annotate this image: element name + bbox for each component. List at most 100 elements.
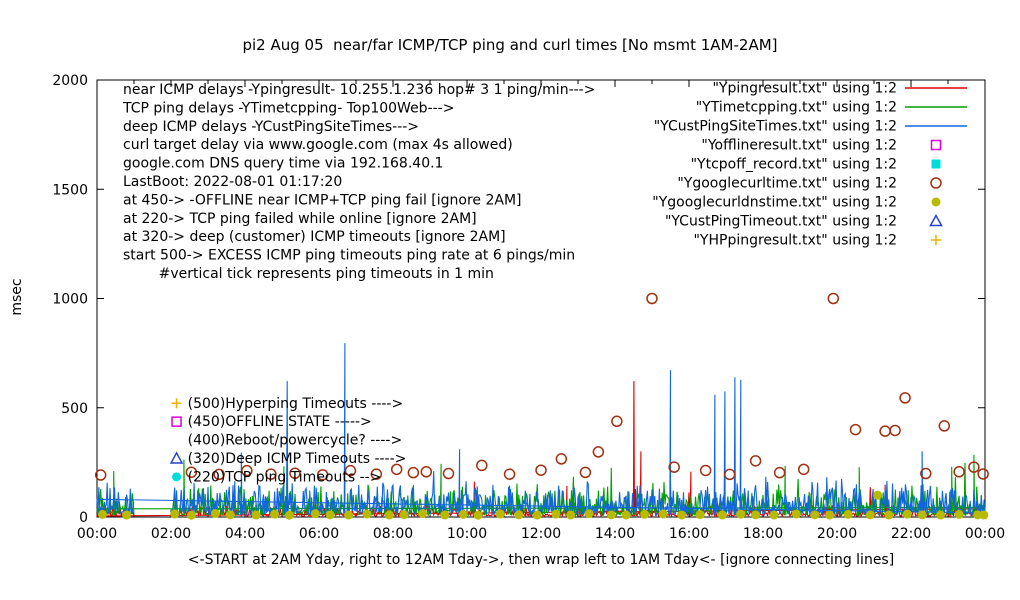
y-tick-label: 1000 [52,292,88,308]
note-line: at 320-> deep (customer) ICMP timeouts [… [123,229,506,245]
circle-open-marker [579,466,592,479]
circle-filled-marker [270,509,280,519]
circle-filled-marker [973,510,983,520]
circle-filled-marker [384,510,394,520]
circle-filled-marker [251,510,261,520]
circle-filled-marker [751,510,761,520]
circle-open-marker [646,292,658,305]
callout-label: (220)TCP ping Timeouts --> [188,469,382,485]
square-filled-marker [931,159,941,169]
circle-filled-marker [621,510,631,520]
circle-filled-marker [825,510,835,520]
circle-filled-marker [399,510,409,520]
plus-marker [171,398,182,409]
circle-filled-marker [284,510,294,520]
legend-label: "YCustPingSiteTimes.txt" using 1:2 [654,119,897,135]
circle-open-marker [476,459,488,472]
callout-label: (450)OFFLINE STATE -----> [188,414,372,430]
circle-filled-marker [584,509,594,519]
legend-label: "Yofflineresult.txt" using 1:2 [701,138,897,154]
circle-filled-marker [884,510,894,520]
circle-open-marker [213,468,225,481]
y-tick-label: 500 [61,401,88,417]
note-line: #vertical tick represents ping timeouts … [123,266,494,282]
y-tick-label: 1500 [52,182,88,198]
circle-filled-marker [658,509,668,519]
circle-open-marker [699,464,712,477]
circle-filled-marker [917,510,927,520]
legend-label: "YCustPingTimeout.txt" using 1:2 [665,214,897,230]
circle-filled-marker [440,510,450,520]
x-tick-label: 02:00 [151,526,191,542]
note-line: start 500-> EXCESS ICMP ping timeouts pi… [123,248,575,264]
legend-label: "YHPpingresult.txt" using 1:2 [693,233,897,249]
circle-filled-marker [873,490,883,500]
x-tick-label: 14:00 [595,526,635,542]
circle-open-marker [407,466,420,479]
circle-filled-marker [170,509,180,519]
legend-label: "YTimetcpping.txt" using 1:2 [696,100,897,116]
circle-filled-marker [769,510,779,520]
circle-filled-marker [514,510,524,520]
circle-filled-marker [843,509,853,519]
circle-open-marker [316,469,329,481]
circle-open-marker [723,468,736,481]
note-line: at 450-> -OFFLINE near ICMP+TCP ping fai… [123,192,522,208]
circle-filled-marker [495,509,505,519]
circle-filled-marker [473,510,483,520]
legend-label: "Ytcpoff_record.txt" using 1:2 [691,157,897,173]
circle-open-marker [827,292,840,305]
note-line: at 220-> TCP ping failed while online [i… [123,211,477,227]
x-tick-label: 20:00 [817,526,857,542]
circle-filled-marker [791,509,801,519]
circle-open-marker [344,464,357,477]
circle-filled-marker [566,510,576,520]
x-tick-label: 00:00 [77,526,117,542]
x-tick-label: 18:00 [743,526,783,542]
circle-filled-marker [210,509,220,519]
circle-filled-marker [418,509,428,519]
circle-filled-marker [640,509,650,519]
chart-title: pi2 Aug 05 near/far ICMP/TCP ping and cu… [242,36,778,54]
circle-filled-marker [172,472,182,482]
circle-filled-marker [362,509,372,519]
circle-filled-marker [225,510,235,520]
legend-label: "Ygooglecurltime.txt" using 1:2 [677,176,897,192]
note-line: curl target delay via www.google.com (ma… [123,137,513,153]
circle-open-marker [555,453,568,465]
square-open-marker [930,139,942,151]
circle-open-marker [849,423,862,436]
x-tick-label: 10:00 [447,526,487,542]
circle-filled-marker [931,197,941,207]
x-tick-label: 08:00 [373,526,413,542]
triangle-open-marker [169,451,184,464]
note-line: TCP ping delays -YTimetcpping- Top100Web… [122,100,454,116]
plus-marker [931,235,941,245]
circle-filled-marker [325,510,335,520]
triangle-open-marker [929,213,943,227]
circle-open-marker [968,461,980,473]
circle-open-marker [442,467,455,480]
series-lines [96,343,986,519]
circle-filled-marker [677,510,687,520]
circle-filled-marker [186,510,196,520]
callout-label: (320)Deep ICMP Timeouts ----> [188,451,407,467]
circle-open-marker [420,466,433,478]
notes: near ICMP delays -Ypingresult- 10.255.1.… [122,82,595,282]
note-line: LastBoot: 2022-08-01 01:17:20 [123,174,342,190]
x-tick-label: 12:00 [521,526,561,542]
circle-open-marker [241,464,253,477]
circle-filled-marker [954,509,964,519]
circle-filled-marker [532,510,542,520]
callout-label: (500)Hyperping Timeouts ----> [188,396,404,412]
circle-open-marker [930,177,942,189]
note-line: near ICMP delays -Ypingresult- 10.255.1.… [123,82,595,98]
circle-filled-marker [458,509,468,519]
circle-open-marker [94,469,107,481]
legend-label: "Ygooglecurldnstime.txt" using 1:2 [652,195,897,211]
circle-open-marker [749,455,762,467]
circle-open-marker [592,446,605,458]
x-axis-label: <-START at 2AM Yday, right to 12AM Tday-… [187,552,895,568]
circle-open-marker [953,466,965,478]
